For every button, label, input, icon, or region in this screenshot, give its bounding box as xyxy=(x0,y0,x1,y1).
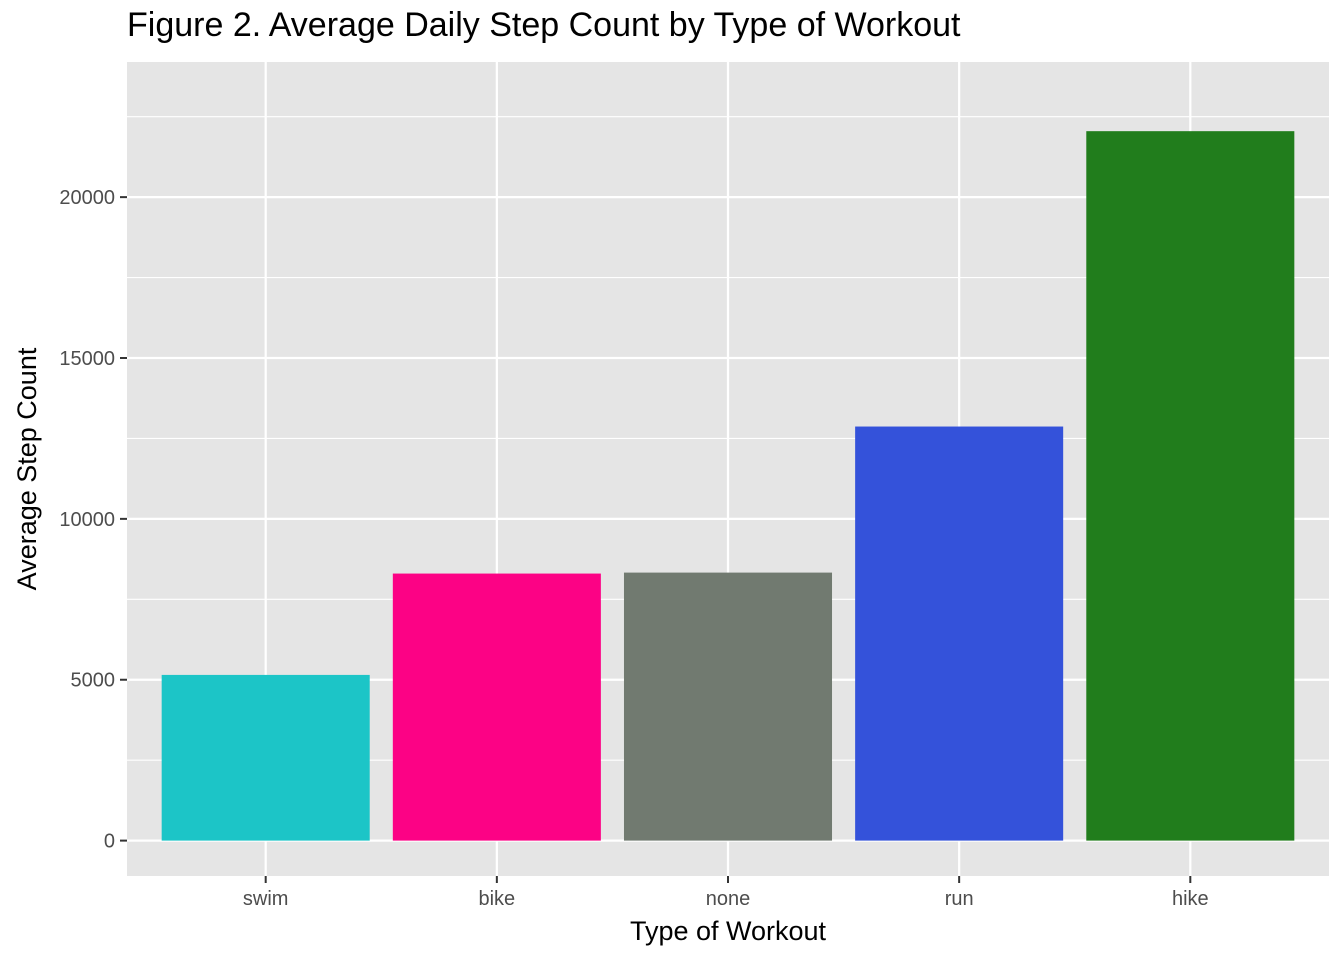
y-tick-label: 20000 xyxy=(59,187,115,209)
bar-none xyxy=(623,572,833,841)
y-tick-label: 0 xyxy=(104,831,115,853)
bar-swim xyxy=(161,674,370,841)
bar-hike xyxy=(1086,131,1295,841)
x-tick-label: run xyxy=(945,888,974,910)
bar-run xyxy=(855,426,1064,841)
y-tick-label: 15000 xyxy=(59,348,115,370)
x-axis: swim bike none run hike xyxy=(243,876,1209,910)
x-axis-title: Type of Workout xyxy=(630,916,827,946)
chart-title: Figure 2. Average Daily Step Count by Ty… xyxy=(127,6,961,44)
y-tick-label: 5000 xyxy=(71,670,116,692)
y-axis-title: Average Step Count xyxy=(12,347,42,590)
x-tick-label: none xyxy=(706,888,751,910)
y-axis: 0 5000 10000 15000 20000 xyxy=(59,187,127,853)
x-tick-label: swim xyxy=(243,888,289,910)
x-tick-label: hike xyxy=(1172,888,1209,910)
y-tick-label: 10000 xyxy=(59,509,115,531)
x-tick-label: bike xyxy=(478,888,515,910)
bar-bike xyxy=(392,573,601,841)
bars xyxy=(161,131,1295,841)
